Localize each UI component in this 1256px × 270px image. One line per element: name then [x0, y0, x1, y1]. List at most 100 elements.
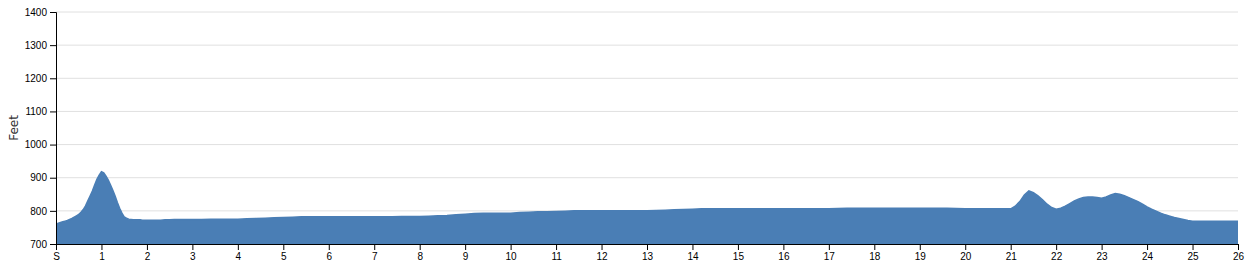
y-tick-mark — [50, 178, 56, 179]
chart: S123456789101112131415161718192021222324… — [0, 0, 1256, 270]
y-axis-title: Feet — [7, 115, 21, 141]
x-tick-label: 3 — [190, 251, 196, 262]
x-tick-mark — [1147, 244, 1148, 250]
x-tick-label: 5 — [281, 251, 287, 262]
x-tick: 3 — [190, 244, 196, 262]
grid-line — [56, 78, 1238, 79]
x-tick-mark — [692, 244, 693, 250]
x-tick-label: 18 — [869, 251, 881, 262]
x-tick-label: 14 — [687, 251, 699, 262]
x-tick: 18 — [869, 244, 881, 262]
x-tick-mark — [1193, 244, 1194, 250]
x-tick-mark — [783, 244, 784, 250]
x-tick: 10 — [506, 244, 518, 262]
x-tick: 22 — [1051, 244, 1063, 262]
x-tick-label: S — [53, 251, 60, 262]
x-tick-label: 12 — [596, 251, 608, 262]
x-tick-label: 26 — [1233, 251, 1245, 262]
x-tick-label: 19 — [915, 251, 927, 262]
x-tick: 1 — [99, 244, 105, 262]
x-tick-label: 25 — [1187, 251, 1199, 262]
x-tick: 24 — [1142, 244, 1154, 262]
x-tick-label: 21 — [1006, 251, 1018, 262]
y-axis-line — [50, 13, 57, 245]
y-tick: 1400 — [25, 7, 56, 18]
x-tick-label: 20 — [960, 251, 972, 262]
x-tick-label: 8 — [417, 251, 423, 262]
x-tick: 14 — [687, 244, 699, 262]
grid — [56, 12, 1238, 244]
x-tick: 16 — [778, 244, 790, 262]
x-tick: 7 — [372, 244, 378, 262]
x-tick-mark — [738, 244, 739, 250]
data-layer — [56, 172, 1238, 244]
x-tick: 5 — [281, 244, 287, 262]
x-axis: S123456789101112131415161718192021222324… — [53, 244, 1244, 262]
y-tick-mark — [50, 45, 56, 46]
area — [56, 172, 1238, 244]
plot: S123456789101112131415161718192021222324… — [25, 7, 1245, 262]
y-tick: 1000 — [25, 139, 56, 150]
y-tick-label: 900 — [30, 172, 47, 183]
x-tick-label: 4 — [236, 251, 242, 262]
y-axis: 700 800 900 1000 1100 1200 1300 1400 — [25, 7, 57, 250]
x-tick-mark — [874, 244, 875, 250]
x-tick-mark — [511, 244, 512, 250]
y-tick-label: 800 — [30, 206, 47, 217]
x-tick-label: 22 — [1051, 251, 1063, 262]
x-tick-mark — [602, 244, 603, 250]
y-tick: 700 — [30, 239, 56, 250]
x-tick-mark — [374, 244, 375, 250]
x-axis-line — [57, 245, 1239, 251]
x-tick-mark — [238, 244, 239, 250]
x-tick: S — [53, 244, 60, 262]
y-tick-label: 1000 — [25, 139, 48, 150]
x-tick-mark — [420, 244, 421, 250]
x-tick: 2 — [145, 244, 151, 262]
x-tick: 4 — [236, 244, 242, 262]
x-tick: 26 — [1233, 244, 1245, 262]
x-tick: 20 — [960, 244, 972, 262]
x-tick: 11 — [551, 244, 562, 262]
y-tick: 1300 — [25, 40, 56, 51]
x-tick-label: 7 — [372, 251, 378, 262]
y-tick-mark — [50, 12, 56, 13]
x-tick-mark — [829, 244, 830, 250]
y-tick-label: 1400 — [25, 7, 48, 18]
x-tick-mark — [556, 244, 557, 250]
x-tick-mark — [283, 244, 284, 250]
x-tick: 8 — [417, 244, 423, 262]
x-tick-mark — [101, 244, 102, 250]
x-tick-mark — [965, 244, 966, 250]
grid-line — [56, 45, 1238, 46]
x-tick-mark — [465, 244, 466, 250]
x-tick-mark — [147, 244, 148, 250]
x-tick-label: 11 — [551, 251, 562, 262]
x-tick-mark — [329, 244, 330, 250]
x-tick-label: 2 — [145, 251, 151, 262]
x-tick-label: 16 — [778, 251, 790, 262]
x-tick-mark — [1102, 244, 1103, 250]
y-tick: 1100 — [25, 106, 56, 117]
y-tick-mark — [50, 111, 56, 112]
x-tick: 6 — [326, 244, 332, 262]
y-tick-label: 1200 — [25, 73, 48, 84]
x-tick-mark — [1056, 244, 1057, 250]
x-tick-mark — [192, 244, 193, 250]
y-tick-mark — [50, 78, 56, 79]
x-tick-label: 24 — [1142, 251, 1154, 262]
x-tick: 23 — [1097, 244, 1109, 262]
grid-line — [56, 177, 1238, 178]
x-tick-label: 10 — [506, 251, 518, 262]
grid-line — [56, 111, 1238, 112]
y-tick-mark — [50, 244, 56, 245]
y-tick-label: 1300 — [25, 40, 48, 51]
x-tick: 13 — [642, 244, 654, 262]
grid-line — [56, 12, 1238, 13]
y-tick: 800 — [30, 206, 56, 217]
x-tick: 25 — [1187, 244, 1199, 262]
line — [56, 172, 1238, 224]
x-tick-label: 1 — [99, 251, 105, 262]
x-tick-mark — [920, 244, 921, 250]
y-tick-mark — [50, 145, 56, 146]
